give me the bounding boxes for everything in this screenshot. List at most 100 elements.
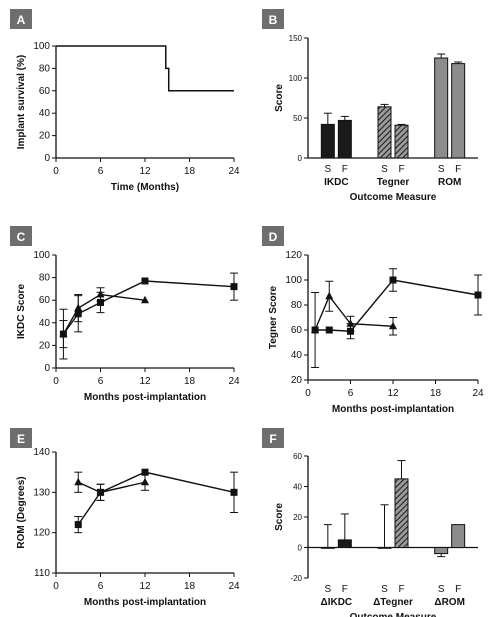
- y-tick-label: 0: [298, 154, 303, 163]
- bar-category-label: F: [398, 584, 404, 595]
- triangle-marker: [59, 329, 68, 338]
- bar: [320, 547, 335, 549]
- survival-curve: [56, 45, 234, 92]
- bar-category-label: F: [398, 164, 404, 175]
- y-tick-label: 60: [39, 295, 51, 306]
- panel-letter: A: [17, 13, 26, 27]
- x-tick-label: 18: [184, 166, 196, 177]
- bar-category-label: F: [455, 584, 461, 595]
- triangle-marker: [325, 291, 334, 300]
- bar-category-label: F: [455, 164, 461, 175]
- bar-group-label: ΔTegner: [373, 597, 413, 608]
- y-tick-label: 40: [39, 108, 51, 119]
- bar-category-label: S: [438, 164, 445, 175]
- bar: [337, 539, 352, 548]
- y-tick-label: 150: [289, 34, 303, 43]
- square-marker: [141, 277, 149, 285]
- square-marker: [74, 521, 82, 529]
- x-tick-label: 24: [228, 376, 240, 387]
- x-tick-label: 0: [53, 166, 59, 177]
- x-tick-label: 24: [228, 166, 240, 177]
- panel-a: A 0 20 40 60 80 100 Implant survival (%) 0 6 12 18 2…: [10, 9, 240, 193]
- x-tick-label: 18: [184, 581, 196, 592]
- y-tick-label: 120: [33, 528, 50, 539]
- y-tick-label: 0: [44, 363, 50, 374]
- y-tick-label: 100: [285, 275, 302, 286]
- series-line-square: [315, 279, 479, 332]
- x-tick-label: 0: [305, 388, 311, 399]
- x-axis-label: Outcome Measure: [350, 612, 437, 617]
- square-marker: [230, 283, 238, 291]
- y-tick-label: 0: [44, 153, 50, 164]
- bar-group-label: ΔIKDC: [321, 597, 353, 608]
- y-axis-label: Implant survival (%): [16, 55, 27, 149]
- y-tick-label: 100: [289, 74, 303, 83]
- bar: [434, 57, 449, 159]
- x-axis-label: Months post-implantation: [84, 597, 206, 608]
- y-tick-label: 110: [34, 568, 50, 579]
- y-tick-label: 20: [39, 131, 51, 142]
- panel-letter-box: [262, 428, 284, 448]
- square-marker: [97, 298, 104, 306]
- y-tick-label: 60: [291, 325, 303, 336]
- bar: [337, 119, 352, 159]
- y-tick-label: 20: [291, 375, 303, 386]
- x-tick-label: 6: [98, 376, 104, 387]
- bar-group-label: Tegner: [377, 177, 410, 188]
- y-tick-label: 60: [39, 86, 51, 97]
- y-axis-label: Tegner Score: [268, 285, 279, 349]
- y-axis-label: Score: [274, 84, 285, 112]
- panel-letter-box: [10, 9, 32, 29]
- triangle-marker: [74, 303, 83, 312]
- x-tick-label: 12: [139, 166, 151, 177]
- bar-category-label: F: [342, 584, 348, 595]
- bar-category-label: F: [342, 164, 348, 175]
- panel-f: F-200204060ScoreSFSFSFΔIKDCΔTegnerΔROMOu…: [262, 428, 478, 617]
- panel-d: D 20 40 60 80 100 120 Tegner Score 0 6 12 18 24 Month…: [262, 226, 484, 415]
- triangle-marker: [96, 487, 105, 496]
- x-tick-label: 6: [98, 581, 104, 592]
- bar: [434, 547, 449, 555]
- bar: [394, 124, 409, 159]
- panel-e: E 110 120 130 140 ROM (Degrees) 0 6 12 18 24 Months…: [10, 428, 240, 608]
- triangle-marker: [141, 295, 149, 304]
- square-marker: [325, 326, 333, 334]
- x-axis-label: Months post-implantation: [84, 392, 206, 403]
- bar-category-label: S: [324, 164, 331, 175]
- bar-category-label: S: [438, 584, 445, 595]
- triangle-marker: [389, 321, 397, 330]
- bar: [320, 123, 335, 159]
- y-tick-label: 40: [291, 350, 303, 361]
- y-tick-label: 20: [39, 340, 51, 351]
- y-tick-label: 40: [293, 483, 302, 492]
- y-tick-label: 20: [293, 513, 302, 522]
- x-tick-label: 6: [98, 166, 104, 177]
- panel-letter: E: [17, 432, 25, 446]
- series-line-square: [62, 280, 235, 335]
- x-tick-label: 18: [184, 376, 196, 387]
- panel-letter: D: [269, 230, 278, 244]
- bar: [394, 478, 409, 548]
- y-tick-label: -20: [290, 574, 302, 583]
- triangle-marker: [346, 319, 355, 327]
- y-axis-label: ROM (Degrees): [16, 476, 27, 548]
- x-tick-label: 12: [139, 581, 151, 592]
- triangle-marker: [74, 477, 83, 486]
- y-axis-label: IKDC Score: [16, 284, 27, 339]
- square-marker: [389, 276, 397, 284]
- square-marker: [474, 291, 482, 299]
- series-line-square: [77, 471, 235, 525]
- y-tick-label: 80: [291, 300, 303, 311]
- y-tick-label: 100: [33, 250, 50, 261]
- panel-c: C 0 20 40 60 80 100 IKDC Score 0 6 12 18 24 Months po…: [10, 226, 240, 403]
- x-axis-label: Time (Months): [111, 182, 179, 193]
- y-tick-label: 60: [293, 452, 302, 461]
- x-tick-label: 18: [430, 388, 442, 399]
- y-tick-label: 120: [285, 250, 302, 261]
- y-tick-label: 50: [293, 114, 302, 123]
- y-tick-label: 140: [33, 447, 50, 458]
- x-tick-label: 24: [472, 388, 484, 399]
- series-line-triangle: [62, 293, 146, 335]
- x-tick-label: 24: [228, 581, 240, 592]
